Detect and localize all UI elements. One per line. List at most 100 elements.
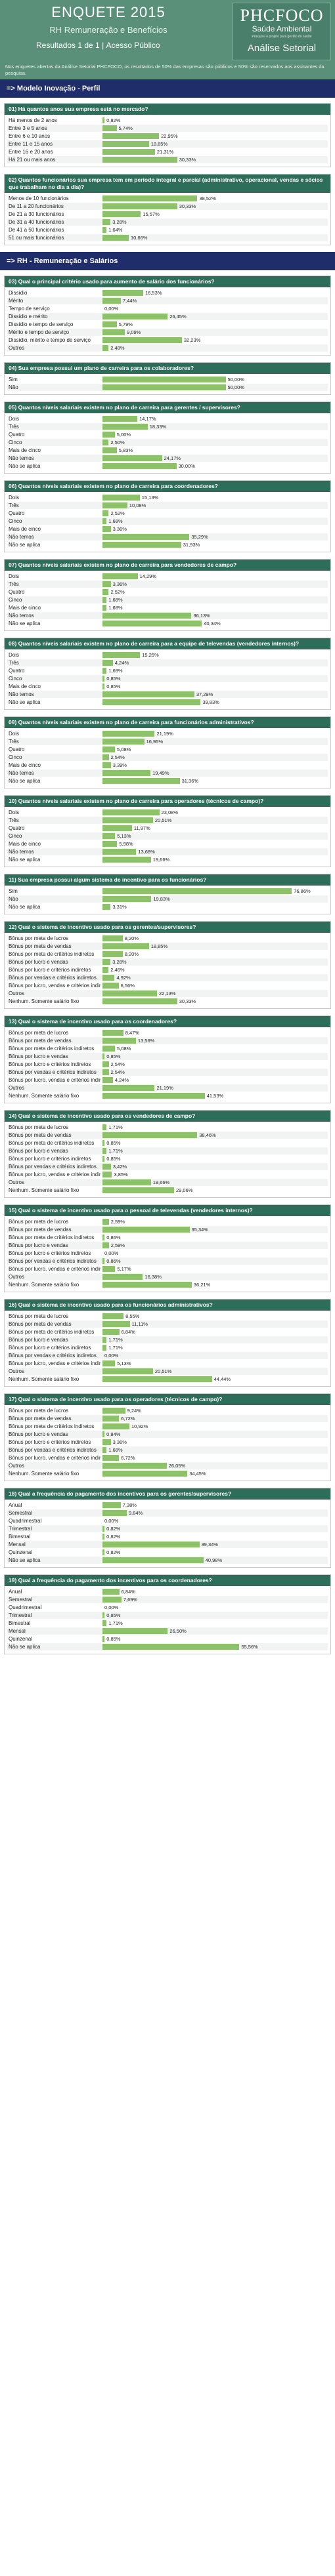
answer-bar <box>102 825 132 831</box>
answer-percent: 5,17% <box>117 1266 131 1272</box>
answer-list: Dois 15,25% Três 4,24% Quatro 1,69% Cinco 0,85%… <box>5 649 330 709</box>
answer-label: Bônus por lucro e critérios indiretos <box>9 1345 91 1351</box>
answer-percent: 1,71% <box>108 1345 123 1351</box>
answer-bar-track: 19,66% <box>102 857 325 863</box>
answer-percent: 22,13% <box>158 991 176 996</box>
answer-bar <box>102 605 107 611</box>
answer-row: Dois 15,25% <box>7 651 328 659</box>
answer-percent: 0,85% <box>106 676 121 682</box>
answer-row: De 31 a 40 funcionários 3,28% <box>7 218 328 226</box>
answer-row: Semestral 7,69% <box>7 1596 328 1603</box>
answer-row: Quinzenal 0,82% <box>7 1549 328 1556</box>
answer-percent: 2,50% <box>110 440 125 445</box>
answer-row: Outros 21,19% <box>7 1084 328 1092</box>
answer-percent: 31,36% <box>181 778 199 784</box>
answer-list: Dois 21,19% Três 16,95% Quatro 5,08% Cinco 2,54… <box>5 728 330 788</box>
answer-row: Bônus por meta de critérios indiretos 6,8… <box>7 1328 328 1336</box>
answer-bar-track: 1,68% <box>102 605 325 611</box>
answer-bar-track: 2,54% <box>102 1069 325 1075</box>
answer-bar-track: 0,00% <box>102 1605 325 1610</box>
answer-percent: 0,85% <box>106 684 121 689</box>
answer-bar-track: 41,53% <box>102 1093 325 1099</box>
answer-label: Não se aplica <box>9 778 41 784</box>
answer-percent: 31,93% <box>183 542 200 548</box>
answer-percent: 30,33% <box>179 157 196 163</box>
answer-label: Não temos <box>9 455 34 461</box>
answer-row: 51 ou mais funcionários 10,66% <box>7 234 328 241</box>
answer-row: Outros 22,13% <box>7 990 328 997</box>
answer-label: Mais de cinco <box>9 526 41 532</box>
answer-bar-track: 23,08% <box>102 809 325 815</box>
answer-row: Quatro 5,00% <box>7 431 328 438</box>
answer-row: Bônus por meta de vendas 6,72% <box>7 1415 328 1422</box>
answer-percent: 14,17% <box>139 416 156 422</box>
answer-label: Dois <box>9 652 20 658</box>
answer-percent: 2,52% <box>110 589 125 595</box>
answer-bar-track: 40,34% <box>102 621 325 626</box>
answer-bar <box>102 290 143 296</box>
answer-label: Entre 6 e 10 anos <box>9 133 51 139</box>
answer-label: Não se aplica <box>9 857 41 863</box>
answer-bar <box>102 652 141 658</box>
answer-row: Nenhum. Somente salário fixo 36,21% <box>7 1281 328 1288</box>
answer-row: Três 10,08% <box>7 502 328 509</box>
answer-label: Outros <box>9 345 25 351</box>
answer-bar-track: 11,11% <box>102 1321 325 1327</box>
answer-bar-track: 40,98% <box>102 1557 325 1563</box>
answer-bar-track: 4,24% <box>102 660 325 666</box>
answer-label: Bimestral <box>9 1620 31 1626</box>
answer-bar-track: 5,17% <box>102 1266 325 1272</box>
answer-label: Bônus por lucro e vendas <box>9 1148 68 1154</box>
answer-bar <box>102 1408 125 1414</box>
answer-bar <box>102 991 157 996</box>
answer-bar <box>102 133 160 139</box>
answer-bar-track: 0,85% <box>102 1636 325 1642</box>
answer-row: Bônus por meta de critérios indiretos 8,2… <box>7 951 328 958</box>
answer-bar <box>102 1636 105 1642</box>
question-title: 15) Qual o sistema de incentivo usado pa… <box>5 1205 330 1216</box>
answer-bar-track: 2,54% <box>102 1061 325 1067</box>
answer-list: Menos de 10 funcionários 38,52% De 11 a 20… <box>5 193 330 245</box>
answer-bar-track: 35,29% <box>102 534 325 540</box>
answer-bar-track: 36,13% <box>102 613 325 619</box>
answer-bar <box>102 817 153 823</box>
answer-bar <box>102 1628 168 1634</box>
answer-label: Anual <box>9 1589 22 1595</box>
answer-percent: 1,71% <box>108 1124 123 1130</box>
answer-row: Não se aplica 40,98% <box>7 1557 328 1564</box>
answer-bar-track: 55,56% <box>102 1644 325 1650</box>
answer-row: Mais de cinco 5,98% <box>7 840 328 848</box>
answer-list: Anual 6,84% Semestral 7,69% Quadrimestral 0,0… <box>5 1586 330 1654</box>
answer-percent: 44,44% <box>213 1376 231 1382</box>
answer-label: Não se aplica <box>9 621 41 626</box>
answer-bar <box>102 691 194 697</box>
answer-percent: 16,53% <box>145 290 162 296</box>
question-card: 12) Qual o sistema de incentivo usado pa… <box>4 921 331 1009</box>
answer-percent: 10,66% <box>130 235 148 241</box>
answer-label: Dois <box>9 416 20 422</box>
question-card: 19) Qual a frequência do pagamento dos i… <box>4 1574 331 1654</box>
answer-percent: 15,25% <box>142 652 159 658</box>
answer-bar-track: 50,00% <box>102 377 325 382</box>
answer-percent: 5,83% <box>118 447 133 453</box>
answer-bar-track: 0,85% <box>102 1612 325 1618</box>
answer-label: Bônus por lucro, vendas e critérios indi… <box>9 1077 100 1083</box>
answer-row: Quatro 5,08% <box>7 746 328 753</box>
answer-row: Bônus por meta de critérios indiretos 10,… <box>7 1423 328 1430</box>
section-header: => Modelo Inovação - Perfil <box>0 79 335 98</box>
answer-row: Quadrimestral 0,00% <box>7 1517 328 1524</box>
answer-percent: 38,46% <box>199 1132 216 1138</box>
question-title: 16) Qual o sistema de incentivo usado pa… <box>5 1299 330 1311</box>
question-card: 14) Qual o sistema de incentivo usado pa… <box>4 1110 331 1198</box>
answer-row: Quatro 1,69% <box>7 667 328 674</box>
answer-percent: 0,82% <box>106 1526 121 1532</box>
answer-bar-track: 0,00% <box>102 1250 325 1256</box>
answer-label: De 21 a 30 funcionários <box>9 211 64 217</box>
answer-bar <box>102 1557 204 1563</box>
answer-bar <box>102 998 177 1004</box>
answer-percent: 0,85% <box>106 1612 121 1618</box>
answer-bar-track: 7,69% <box>102 1597 325 1603</box>
answer-list: Bônus por meta de lucros 8,20% Bônus por m… <box>5 933 330 1008</box>
answer-label: Três <box>9 660 19 666</box>
answer-bar <box>102 195 198 201</box>
